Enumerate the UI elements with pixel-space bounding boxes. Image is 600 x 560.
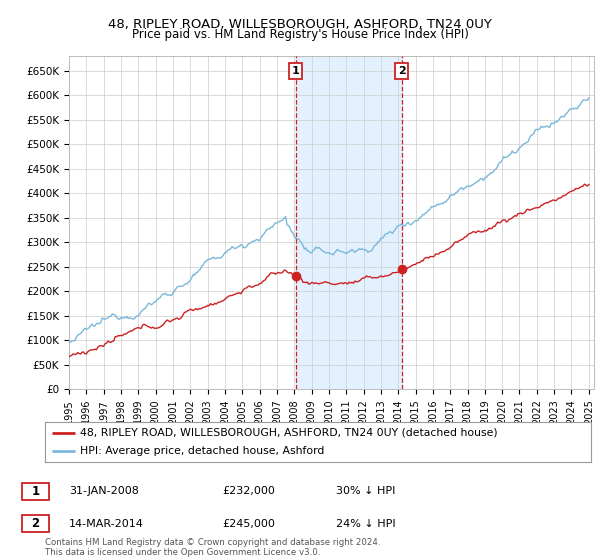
Text: 1: 1 (292, 66, 299, 76)
Text: 2: 2 (31, 517, 40, 530)
Text: £245,000: £245,000 (222, 519, 275, 529)
Text: Price paid vs. HM Land Registry's House Price Index (HPI): Price paid vs. HM Land Registry's House … (131, 28, 469, 41)
Text: £232,000: £232,000 (222, 486, 275, 496)
Text: 1: 1 (31, 484, 40, 498)
Text: Contains HM Land Registry data © Crown copyright and database right 2024.
This d: Contains HM Land Registry data © Crown c… (45, 538, 380, 557)
Text: 48, RIPLEY ROAD, WILLESBOROUGH, ASHFORD, TN24 0UY (detached house): 48, RIPLEY ROAD, WILLESBOROUGH, ASHFORD,… (80, 428, 498, 437)
Text: 31-JAN-2008: 31-JAN-2008 (69, 486, 139, 496)
Text: 2: 2 (398, 66, 406, 76)
Text: 30% ↓ HPI: 30% ↓ HPI (336, 486, 395, 496)
Text: 14-MAR-2014: 14-MAR-2014 (69, 519, 144, 529)
Bar (296, 56, 402, 389)
Text: 48, RIPLEY ROAD, WILLESBOROUGH, ASHFORD, TN24 0UY: 48, RIPLEY ROAD, WILLESBOROUGH, ASHFORD,… (108, 18, 492, 31)
Text: 24% ↓ HPI: 24% ↓ HPI (336, 519, 395, 529)
Text: HPI: Average price, detached house, Ashford: HPI: Average price, detached house, Ashf… (80, 446, 325, 456)
